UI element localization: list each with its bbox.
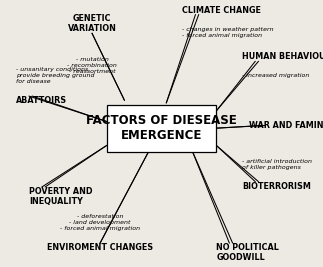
Text: NO POLITICAL
GOODWILL: NO POLITICAL GOODWILL [216, 243, 279, 262]
Text: WAR AND FAMINE: WAR AND FAMINE [249, 121, 323, 130]
Text: FACTORS OF DIESEASE
EMERGENCE: FACTORS OF DIESEASE EMERGENCE [86, 114, 237, 142]
Text: BIOTERRORISM: BIOTERRORISM [242, 182, 311, 191]
Text: ENVIROMENT CHANGES: ENVIROMENT CHANGES [47, 243, 153, 252]
Text: - increased migration: - increased migration [242, 73, 310, 78]
Text: POVERTY AND
INEQUALITY: POVERTY AND INEQUALITY [29, 187, 93, 206]
Text: - deforestation
- land development
- forced animal migration: - deforestation - land development - for… [60, 214, 140, 231]
Text: GENETIC
VARIATION: GENETIC VARIATION [68, 14, 117, 33]
Text: CLIMATE CHANGE: CLIMATE CHANGE [182, 6, 261, 15]
Text: - mutation
- recombination
- reassortment: - mutation - recombination - reassortmen… [67, 57, 117, 74]
Text: - artificial introduction
of killer pathogens: - artificial introduction of killer path… [242, 159, 312, 170]
Text: HUMAN BEHAVIOUR: HUMAN BEHAVIOUR [242, 52, 323, 61]
FancyBboxPatch shape [107, 105, 216, 152]
Text: - unsanitary conditions
provide breeding ground
for disease: - unsanitary conditions provide breeding… [16, 67, 95, 84]
Text: - changes in weather pattern
- forced animal migration: - changes in weather pattern - forced an… [182, 27, 274, 38]
Text: ABATTOIRS: ABATTOIRS [16, 96, 67, 105]
